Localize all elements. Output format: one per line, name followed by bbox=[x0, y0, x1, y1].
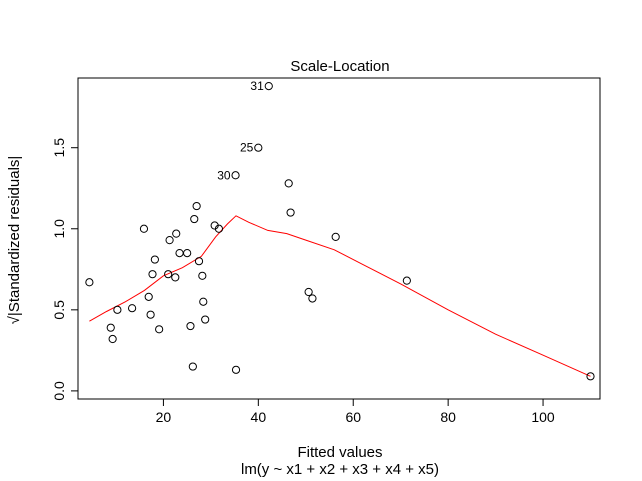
data-point bbox=[194, 257, 204, 266]
data-point bbox=[127, 304, 137, 313]
point-id-label: 25 bbox=[240, 141, 254, 155]
data-point bbox=[199, 297, 208, 306]
y-tick-label: 0.0 bbox=[51, 381, 67, 401]
data-point bbox=[286, 208, 295, 217]
chart-title: Scale-Location bbox=[290, 58, 389, 75]
x-tick-label: 20 bbox=[156, 409, 172, 425]
y-axis: 0.0 0.5 1.0 1.5 bbox=[51, 138, 79, 401]
points-layer bbox=[85, 82, 595, 381]
data-point bbox=[284, 179, 293, 188]
data-point bbox=[190, 214, 199, 224]
data-point bbox=[308, 294, 317, 303]
data-point bbox=[331, 232, 340, 241]
y-tick-label: 0.5 bbox=[51, 300, 67, 320]
data-point bbox=[172, 229, 181, 238]
data-point bbox=[186, 321, 195, 331]
point-id-label: 31 bbox=[250, 79, 264, 93]
point-labels-layer: 31 25 30 bbox=[217, 79, 264, 182]
data-point bbox=[254, 143, 263, 152]
data-point bbox=[231, 171, 240, 180]
y-tick-label: 1.0 bbox=[51, 219, 67, 239]
x-axis-subtitle: lm(y ~ x1 + x2 + x3 + x4 + x5) bbox=[241, 461, 439, 478]
data-point bbox=[155, 325, 164, 334]
data-point bbox=[85, 278, 94, 287]
smooth-trend-line bbox=[89, 215, 591, 377]
point-id-label: 30 bbox=[217, 168, 231, 182]
data-point bbox=[146, 310, 155, 319]
data-point bbox=[108, 334, 117, 344]
y-axis-title: √|Standardized residuals| bbox=[6, 156, 23, 325]
data-point bbox=[231, 365, 241, 374]
data-point bbox=[164, 270, 173, 279]
x-tick-label: 100 bbox=[531, 409, 555, 425]
data-point bbox=[304, 287, 313, 297]
data-point bbox=[198, 271, 207, 280]
data-point bbox=[113, 305, 122, 314]
data-point bbox=[148, 270, 157, 279]
data-point bbox=[183, 248, 192, 258]
x-tick-label: 40 bbox=[251, 409, 267, 425]
data-point bbox=[165, 236, 174, 245]
data-point bbox=[144, 292, 153, 301]
data-point bbox=[402, 276, 411, 285]
data-point bbox=[171, 273, 180, 282]
y-tick-label: 1.5 bbox=[51, 138, 67, 158]
x-axis-title: Fitted values bbox=[297, 444, 382, 461]
data-point bbox=[192, 201, 201, 211]
data-point bbox=[214, 224, 224, 233]
x-tick-label: 80 bbox=[440, 409, 456, 425]
data-point bbox=[106, 323, 115, 332]
data-point bbox=[264, 82, 273, 91]
data-point bbox=[201, 315, 210, 324]
x-axis: 20 40 60 80 100 bbox=[156, 398, 555, 425]
data-point bbox=[188, 362, 197, 371]
data-point bbox=[150, 255, 159, 264]
data-point bbox=[139, 224, 149, 233]
x-tick-label: 60 bbox=[345, 409, 361, 425]
data-point bbox=[586, 372, 595, 381]
smooth-line-layer bbox=[89, 215, 591, 377]
